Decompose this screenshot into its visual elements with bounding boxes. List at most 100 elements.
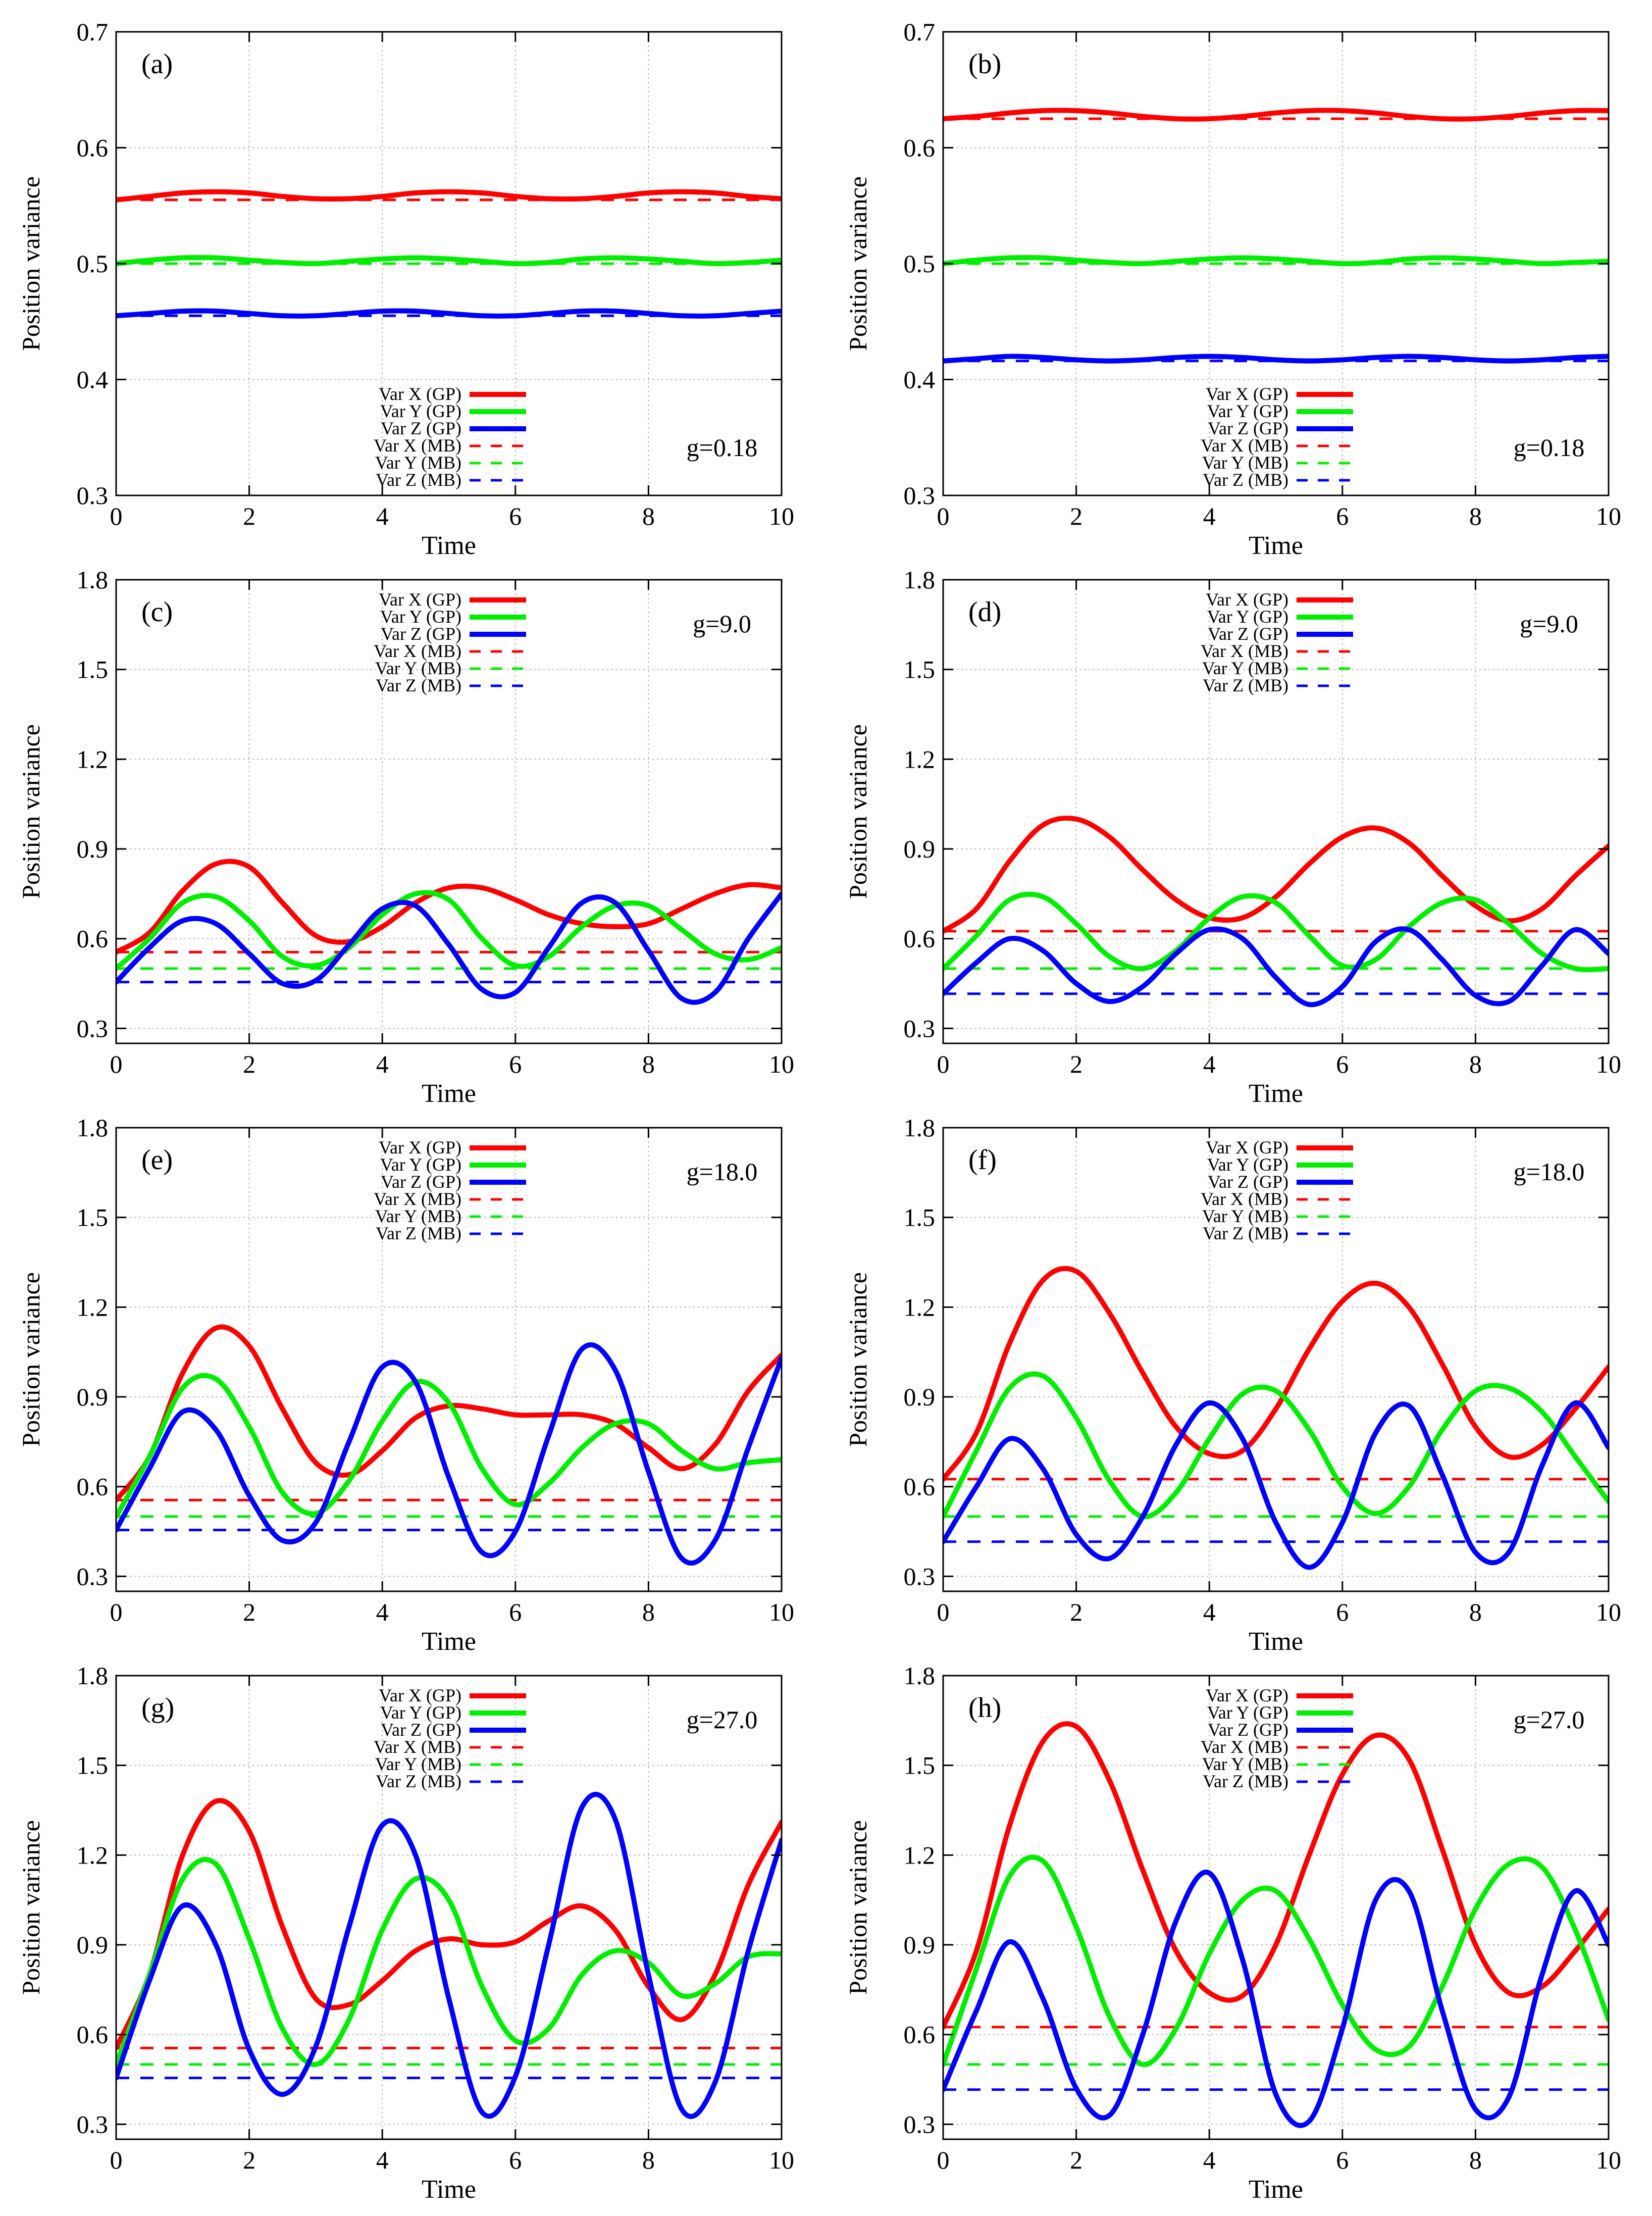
legend-label: Var Y (GP) — [1207, 1154, 1288, 1175]
legend-label: Var X (MB) — [374, 435, 461, 456]
panel-label: (b) — [968, 48, 1001, 80]
series-var-y-gp — [943, 255, 1609, 267]
legend-label: Var Y (MB) — [1202, 658, 1288, 678]
chart-panel: 0 2 4 6 8 10 0.3 0.4 0.5 0.6 0.7 Time Position varia… — [17, 18, 794, 560]
legend-label: Var X (MB) — [1201, 1189, 1288, 1209]
chart-panel: 0 2 4 6 8 10 0.3 0.6 0.9 1.2 1.5 1.8 Time Position va… — [844, 1114, 1621, 1656]
x-tick-label: 0 — [110, 1050, 123, 1078]
legend-label: Var Z (GP) — [1208, 624, 1288, 644]
x-tick-label: 6 — [509, 1050, 522, 1078]
y-tick-label: 1.2 — [77, 1841, 109, 1869]
y-tick-label: 0.7 — [77, 18, 109, 46]
legend-label: Var Z (GP) — [381, 624, 461, 644]
x-tick-label: 4 — [1203, 1598, 1216, 1626]
y-tick-label: 0.6 — [904, 2021, 936, 2049]
legend-label: Var Z (GP) — [1208, 1720, 1288, 1740]
legend-label: Var X (GP) — [1206, 384, 1288, 404]
y-tick-label: 1.8 — [904, 566, 936, 594]
y-tick-label: 0.3 — [77, 481, 109, 510]
y-tick-label: 0.3 — [77, 2110, 109, 2138]
panel-label: (d) — [968, 596, 1001, 628]
y-axis-label: Position variance — [844, 1272, 872, 1447]
y-tick-label: 1.5 — [77, 656, 109, 684]
x-tick-label: 0 — [937, 502, 950, 530]
legend-label: Var Z (MB) — [376, 470, 461, 490]
legend-label: Var Y (GP) — [1207, 1702, 1288, 1723]
series-var-x-gp — [116, 1798, 782, 2051]
legend-label: Var Z (GP) — [381, 418, 461, 438]
legend-label: Var Z (GP) — [1208, 1172, 1288, 1192]
y-tick-label: 0.6 — [77, 925, 109, 953]
series-group — [116, 1324, 782, 1566]
series-var-z-gp — [116, 1792, 782, 2119]
legend-label: Var Z (MB) — [376, 675, 461, 695]
y-tick-label: 1.2 — [904, 1293, 936, 1321]
legend-label: Var Z (GP) — [381, 1172, 461, 1192]
y-axis-label: Position variance — [844, 1820, 872, 1995]
legend-label: Var Z (MB) — [1203, 470, 1288, 490]
legend: Var X (GP)Var Y (GP)Var Z (GP)Var X (MB)… — [374, 589, 526, 695]
plot-frame — [942, 1675, 1610, 2140]
coupling-label: g=9.0 — [693, 610, 751, 638]
y-tick-label: 0.3 — [77, 1562, 109, 1590]
x-tick-label: 4 — [1203, 1050, 1216, 1078]
x-tick-label: 8 — [642, 502, 655, 530]
y-tick-label: 0.6 — [77, 1473, 109, 1501]
series-var-x-gp — [116, 1324, 782, 1503]
x-axis-label: Time — [1249, 1079, 1303, 1108]
legend-label: Var Z (MB) — [1203, 1223, 1288, 1243]
legend-label: Var X (MB) — [374, 1189, 461, 1209]
x-tick-label: 10 — [769, 1598, 794, 1626]
coupling-label: g=18.0 — [1514, 1157, 1585, 1186]
y-tick-label: 1.2 — [77, 1293, 109, 1321]
coupling-label: g=9.0 — [1520, 610, 1578, 638]
x-tick-label: 4 — [376, 502, 389, 530]
x-tick-label: 10 — [769, 1050, 794, 1078]
series-var-z-gp — [116, 891, 782, 1005]
x-tick-label: 10 — [769, 2146, 794, 2174]
x-tick-label: 0 — [937, 1050, 950, 1078]
series-var-y-gp — [943, 1854, 1609, 2067]
y-axis-label: Position variance — [17, 1820, 45, 1995]
series-group — [943, 108, 1609, 364]
coupling-label: g=0.18 — [687, 433, 758, 462]
y-tick-label: 1.5 — [77, 1751, 109, 1780]
x-tick-label: 8 — [642, 1598, 655, 1626]
legend-label: Var Y (GP) — [380, 1702, 461, 1723]
x-tick-label: 0 — [110, 1598, 123, 1626]
series-group — [943, 1266, 1609, 1570]
legend-label: Var X (MB) — [374, 1737, 461, 1757]
panel-label: (e) — [141, 1144, 173, 1176]
y-tick-label: 1.2 — [904, 745, 936, 773]
x-tick-label: 4 — [376, 1050, 389, 1078]
chart-panel: 0 2 4 6 8 10 0.3 0.4 0.5 0.6 0.7 Time Position varia… — [844, 18, 1621, 560]
legend-label: Var X (GP) — [1206, 1685, 1288, 1705]
x-tick-label: 2 — [1070, 1050, 1082, 1078]
legend-label: Var Y (MB) — [1202, 1754, 1288, 1774]
legend-label: Var X (MB) — [1201, 641, 1288, 661]
y-tick-label: 0.9 — [904, 1931, 936, 1959]
series-var-z-gp — [116, 1342, 782, 1566]
x-tick-label: 2 — [243, 1598, 255, 1626]
x-tick-label: 2 — [1070, 1598, 1082, 1626]
x-tick-label: 6 — [1336, 1598, 1349, 1626]
chart-panel: 0 2 4 6 8 10 0.3 0.6 0.9 1.2 1.5 1.8 Time Position va… — [17, 566, 794, 1108]
legend-label: Var Z (MB) — [1203, 1771, 1288, 1791]
plot-area — [116, 1128, 782, 1591]
legend: Var X (GP)Var Y (GP)Var Z (GP)Var X (MB)… — [1201, 589, 1353, 695]
x-tick-label: 8 — [642, 1050, 655, 1078]
series-group — [943, 1721, 1609, 2128]
legend-label: Var Y (GP) — [1207, 607, 1288, 627]
x-axis-label: Time — [422, 1079, 476, 1108]
x-tick-label: 8 — [1469, 502, 1482, 530]
x-tick-label: 4 — [1203, 2146, 1216, 2174]
y-tick-label: 1.5 — [77, 1203, 109, 1232]
x-axis-label: Time — [1249, 2175, 1303, 2204]
y-tick-label: 0.9 — [904, 1383, 936, 1411]
series-var-x-gp — [943, 1721, 1609, 2030]
plot-frame — [115, 579, 783, 1044]
y-tick-label: 0.5 — [77, 249, 109, 278]
series-group — [116, 859, 782, 1005]
y-tick-label: 1.8 — [904, 1114, 936, 1142]
plot-frame — [942, 579, 1610, 1044]
